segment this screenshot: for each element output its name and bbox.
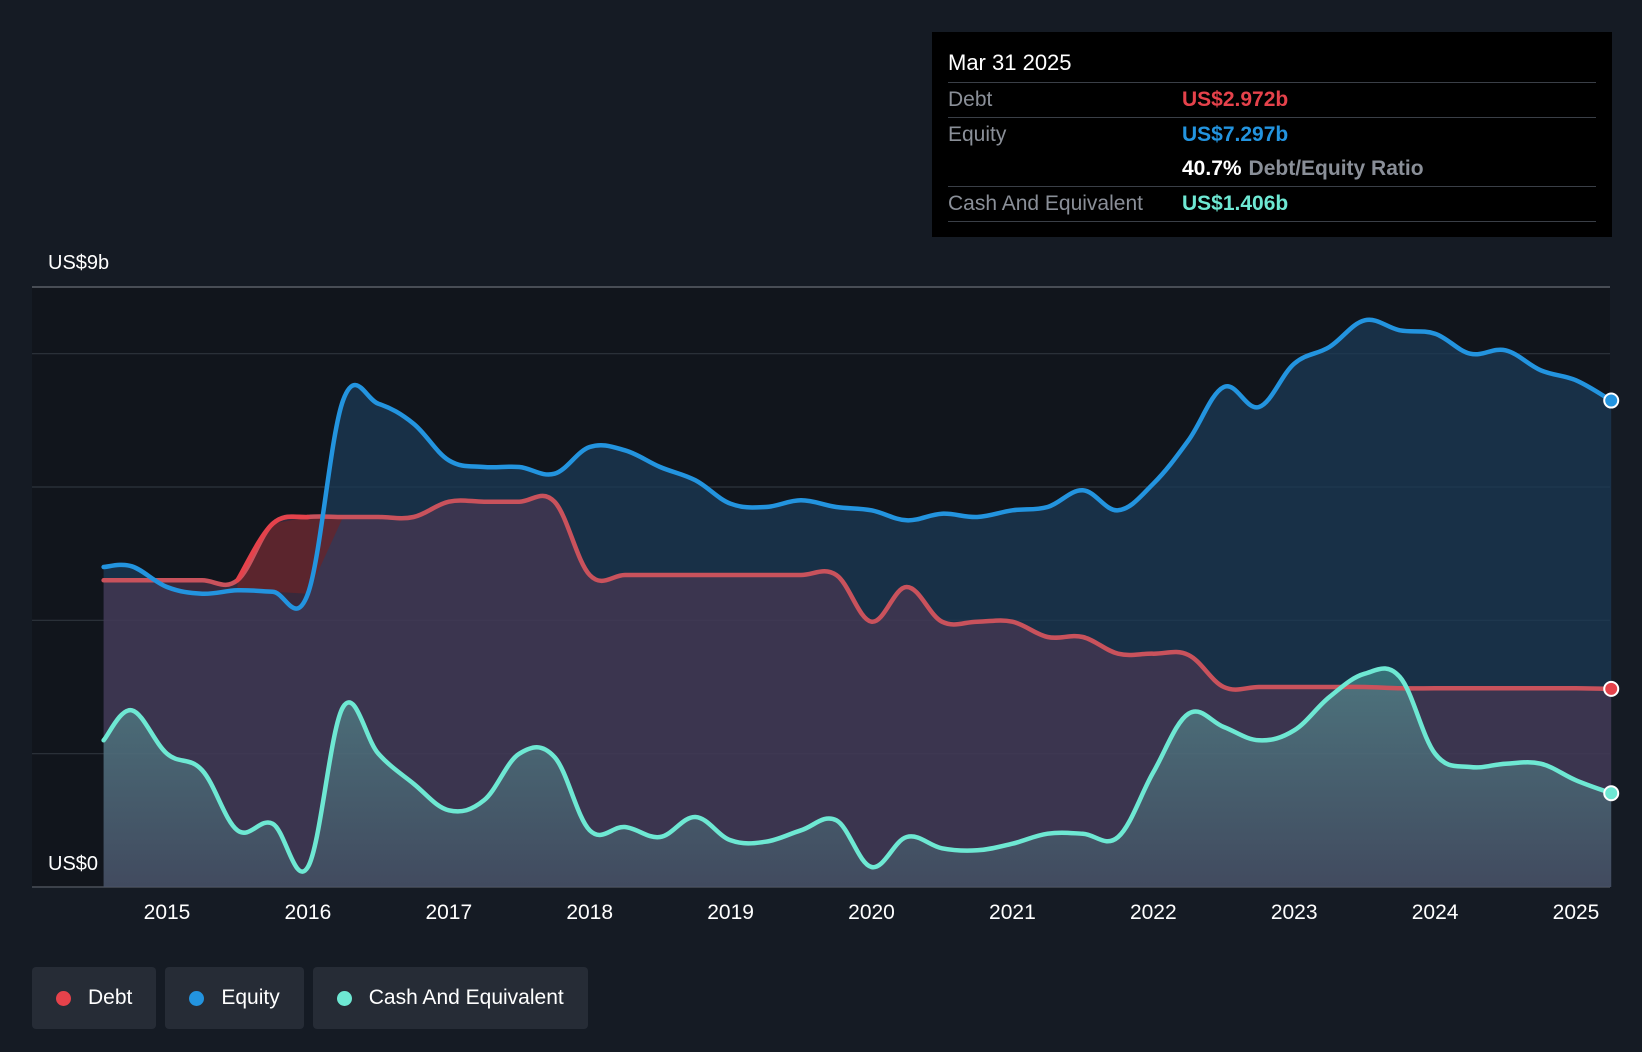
legend-label-cash: Cash And Equivalent [368, 986, 564, 1009]
legend-label-debt: Debt [88, 986, 133, 1009]
tooltip-row-debt: Debt US$2.972b [948, 82, 1596, 117]
line-debt-highlight [235, 514, 311, 583]
data-tooltip: Mar 31 2025 Debt US$2.972b Equity US$7.2… [932, 32, 1612, 237]
tooltip-cash-value: US$1.406b [1182, 192, 1289, 215]
line-equity [101, 317, 1614, 611]
tooltip-row-equity: Equity US$7.297b [948, 117, 1596, 152]
tooltip-equity-value: US$7.297b [1182, 123, 1289, 146]
x-tick-label: 2015 [144, 901, 191, 924]
x-tick-label: 2024 [1412, 901, 1459, 924]
tooltip-ratio-value: 40.7% [1182, 157, 1242, 180]
x-tick-label: 2025 [1553, 901, 1600, 924]
y-axis-top-label: US$9b [48, 252, 109, 274]
x-tick-label: 2017 [425, 901, 472, 924]
series-lines [101, 317, 1614, 874]
tooltip-date: Mar 31 2025 [948, 50, 1072, 75]
x-tick-label: 2016 [285, 901, 332, 924]
legend-dot-equity [189, 990, 205, 1006]
legend-dot-cash [336, 990, 352, 1006]
y-axis-bottom-label: US$0 [48, 853, 98, 875]
tooltip-debt-value: US$2.972b [1182, 88, 1289, 111]
x-tick-label: 2023 [1271, 901, 1318, 924]
x-axis: 2015 2016 2017 2018 2019 2020 2021 2022 2023 2024… [144, 901, 1600, 924]
legend-item-cash[interactable]: Cash And Equivalent [312, 967, 588, 1029]
chart-legend: Debt Equity Cash And Equivalent [32, 967, 588, 1029]
point-equity[interactable] [1603, 392, 1620, 409]
x-tick-label: 2018 [566, 901, 613, 924]
legend-item-debt[interactable]: Debt [32, 967, 157, 1029]
debt-excess-area [237, 517, 344, 594]
line-debt [101, 493, 1614, 692]
tooltip-cash-label: Cash And Equivalent [948, 192, 1143, 215]
point-cash-and-equivalent[interactable] [1603, 785, 1620, 802]
legend-label-equity: Equity [221, 986, 280, 1009]
tooltip-equity-label: Equity [948, 123, 1007, 146]
tooltip-ratio-label: Debt/Equity Ratio [1248, 157, 1424, 180]
series-markers [1603, 392, 1620, 802]
x-tick-label: 2022 [1130, 901, 1177, 924]
x-tick-label: 2020 [848, 901, 895, 924]
tooltip-row-cash: Cash And Equivalent US$1.406b [948, 186, 1596, 222]
point-debt[interactable] [1603, 680, 1620, 697]
legend-item-equity[interactable]: Equity [165, 967, 304, 1029]
x-tick-label: 2019 [707, 901, 754, 924]
x-tick-label: 2021 [989, 901, 1036, 924]
line-cash-and-equivalent [101, 666, 1614, 874]
tooltip-row-ratio: 40.7% Debt/Equity Ratio [948, 152, 1596, 186]
tooltip-debt-label: Debt [948, 88, 993, 111]
area-cash-and-equivalent [103, 668, 1612, 887]
legend-dot-debt [56, 990, 71, 1006]
